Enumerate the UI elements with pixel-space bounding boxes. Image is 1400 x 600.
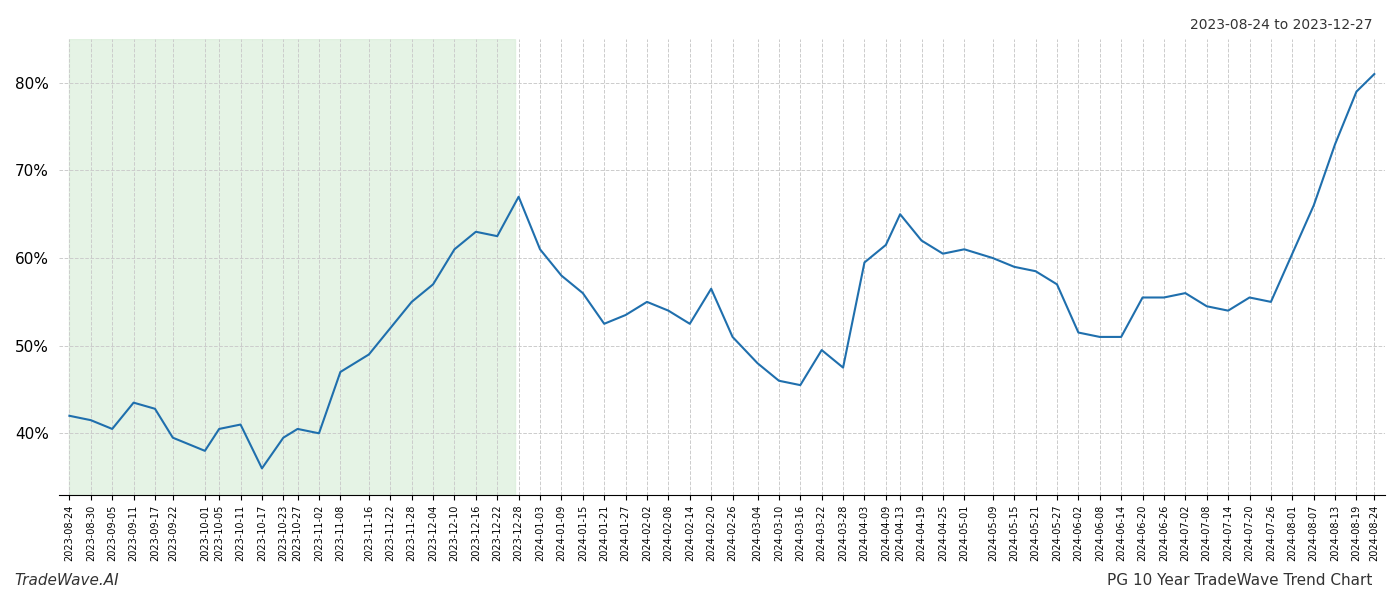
Text: 2023-08-24 to 2023-12-27: 2023-08-24 to 2023-12-27 [1190, 18, 1372, 32]
Text: TradeWave.AI: TradeWave.AI [14, 573, 119, 588]
Bar [70, 39, 515, 494]
Text: PG 10 Year TradeWave Trend Chart: PG 10 Year TradeWave Trend Chart [1106, 573, 1372, 588]
